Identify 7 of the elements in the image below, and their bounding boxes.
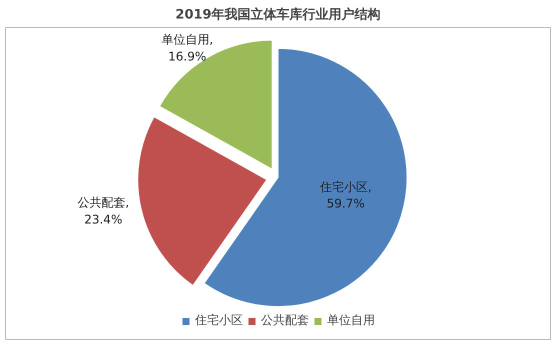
data-label: 住宅小区, 59.7% xyxy=(318,180,372,211)
data-label: 公共配套, 23.4% xyxy=(77,196,130,227)
data-label: 单位自用, 16.9% xyxy=(161,32,214,64)
legend-label: 单位自用 xyxy=(327,312,375,329)
legend-label: 住宅小区 xyxy=(195,312,243,329)
chart-title: 2019年我国立体车库行业用户结构 xyxy=(175,6,381,22)
legend-label: 公共配套 xyxy=(261,312,309,329)
